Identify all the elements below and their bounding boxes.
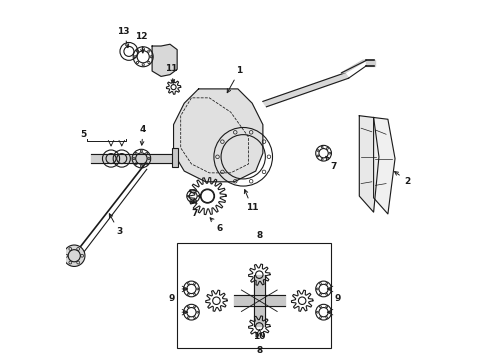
Polygon shape [373,117,395,214]
Text: 8: 8 [256,231,263,240]
Polygon shape [263,73,348,107]
Polygon shape [253,275,265,327]
Circle shape [64,245,85,266]
Text: 1: 1 [227,66,243,93]
Bar [177,243,331,348]
Text: 6: 6 [210,218,223,233]
Polygon shape [359,116,379,212]
Text: 9: 9 [335,294,341,303]
Polygon shape [152,44,177,76]
Text: 2: 2 [394,172,411,185]
Text: 7: 7 [191,200,197,218]
Text: 9: 9 [169,294,175,303]
Text: 10: 10 [253,332,266,341]
Polygon shape [173,89,263,182]
Text: 4: 4 [140,125,147,145]
Text: 11: 11 [245,190,258,212]
Polygon shape [342,60,367,73]
Bar [172,148,178,167]
Text: 12: 12 [135,32,147,53]
Polygon shape [234,295,285,306]
Text: 5: 5 [80,130,87,139]
Text: 13: 13 [117,27,130,48]
Text: 8: 8 [256,346,263,355]
Text: 7: 7 [326,156,337,171]
Text: 11: 11 [166,64,178,83]
Text: 3: 3 [109,214,122,236]
